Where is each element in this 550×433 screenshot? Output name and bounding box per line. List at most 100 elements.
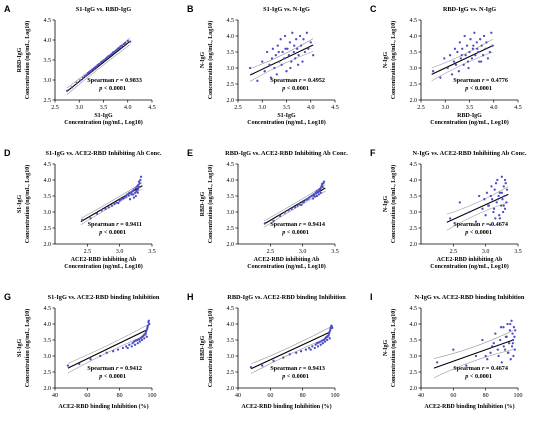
data-point xyxy=(319,343,322,346)
y-axis-label: Concentration (ng/mL, Log10) xyxy=(390,21,397,100)
data-point xyxy=(486,57,490,60)
x-tick-label: 100 xyxy=(331,393,340,399)
data-point xyxy=(320,182,324,185)
chart-f: F N-IgG vs. ACE2-RBD Inhibiting Ab Conc. 2… xyxy=(370,148,527,270)
panel-letter: F xyxy=(370,148,376,158)
data-point xyxy=(298,202,301,206)
x-tick-label: 3.0 xyxy=(299,249,307,255)
data-point xyxy=(452,60,456,63)
data-point xyxy=(261,60,264,63)
data-point xyxy=(458,41,461,44)
x-tick-label: 60 xyxy=(84,393,90,399)
data-point xyxy=(309,348,312,351)
x-tick-label: 4.0 xyxy=(307,105,315,111)
data-point xyxy=(275,73,278,76)
data-point xyxy=(81,218,84,222)
ci-upper xyxy=(431,38,493,69)
data-point xyxy=(137,183,140,186)
y-tick-label: 3.0 xyxy=(44,78,52,84)
chart-title: RBD-IgG vs. N-IgG xyxy=(443,6,496,13)
data-point xyxy=(311,345,314,348)
data-point xyxy=(477,50,480,54)
data-point xyxy=(509,322,512,326)
panel-letter: D xyxy=(4,148,11,158)
x-axis-label: Concentration (ng/mL, Log10) xyxy=(430,119,509,126)
data-point xyxy=(465,364,468,367)
data-point xyxy=(263,70,266,73)
y-tick-label: 4.5 xyxy=(410,306,418,312)
x-axis-label: Concentration (ng/mL, Log10) xyxy=(64,119,143,126)
data-point xyxy=(137,180,141,183)
data-point xyxy=(510,345,514,348)
data-point xyxy=(287,209,290,212)
data-point xyxy=(121,346,125,350)
data-point xyxy=(315,194,319,198)
data-point xyxy=(278,60,281,63)
panel-letter: I xyxy=(370,292,373,302)
data-point xyxy=(490,345,494,348)
y-tick-label: 3.0 xyxy=(44,210,52,216)
data-point xyxy=(478,60,481,63)
data-point xyxy=(282,57,286,60)
y-tick-label: 4.0 xyxy=(227,322,235,328)
x-tick-label: 80 xyxy=(117,393,123,399)
y-tick-label: 3.5 xyxy=(227,338,235,344)
spearman-stat: Spearman r = 0.4674 xyxy=(453,365,508,372)
data-point xyxy=(136,188,139,191)
ci-upper xyxy=(250,38,314,69)
stat-part: r xyxy=(116,221,119,228)
data-point xyxy=(294,57,297,60)
data-point xyxy=(295,38,298,41)
data-point xyxy=(439,76,442,79)
data-point xyxy=(472,44,475,47)
ci-upper xyxy=(250,326,331,365)
p-value: p < 0.0001 xyxy=(281,229,309,236)
spearman-stat: Spearman r = 0.9414 xyxy=(270,221,325,228)
data-point xyxy=(315,192,318,195)
pval-part: p xyxy=(281,373,285,380)
data-point xyxy=(498,217,502,220)
data-point xyxy=(490,31,493,34)
x-axis-label: ACE2-RBD binding Inhibition (%) xyxy=(58,403,148,410)
y-tick-label: 2.5 xyxy=(227,370,235,376)
chart-title: N-IgG vs. ACE2-RBD binding Inhibition xyxy=(415,294,525,301)
data-point xyxy=(499,326,503,329)
y-tick-label: 3.5 xyxy=(44,58,52,64)
y-tick-label: 2.5 xyxy=(44,370,52,376)
y-tick-label: 3.5 xyxy=(410,194,418,200)
data-point xyxy=(284,47,287,50)
data-point xyxy=(299,350,303,353)
y-tick-label: 4.0 xyxy=(44,178,52,184)
y-tick-label: 3.0 xyxy=(44,354,52,360)
pval-part: < 0.0001 xyxy=(468,229,492,236)
data-point xyxy=(274,54,277,57)
y-tick-label: 3.0 xyxy=(227,210,235,216)
y-tick-label: 4.0 xyxy=(410,322,418,328)
data-point xyxy=(323,340,327,343)
x-tick-label: 3.5 xyxy=(148,249,156,255)
data-point xyxy=(134,194,137,198)
data-point xyxy=(448,54,452,57)
data-point xyxy=(119,198,123,201)
y-tick-label: 4.5 xyxy=(410,162,418,168)
data-point xyxy=(505,188,509,191)
data-point xyxy=(501,210,505,214)
data-point xyxy=(147,319,150,322)
data-point xyxy=(100,209,103,212)
data-point xyxy=(454,63,458,66)
data-point xyxy=(278,214,282,217)
y-tick-label: 3.0 xyxy=(410,354,418,360)
pval-part: p xyxy=(98,373,102,380)
data-point xyxy=(321,185,324,189)
chart-h: H RBD-IgG vs. ACE2-RBD binding Inhibition… xyxy=(187,292,346,410)
pval-part: p xyxy=(98,229,102,236)
data-point xyxy=(503,348,507,351)
data-point xyxy=(126,39,129,42)
data-point xyxy=(113,202,116,206)
data-point xyxy=(272,219,275,223)
data-point xyxy=(302,38,305,41)
data-point xyxy=(496,178,499,182)
x-tick-label: 3.5 xyxy=(100,105,108,111)
x-tick-label: 4.5 xyxy=(148,105,156,111)
